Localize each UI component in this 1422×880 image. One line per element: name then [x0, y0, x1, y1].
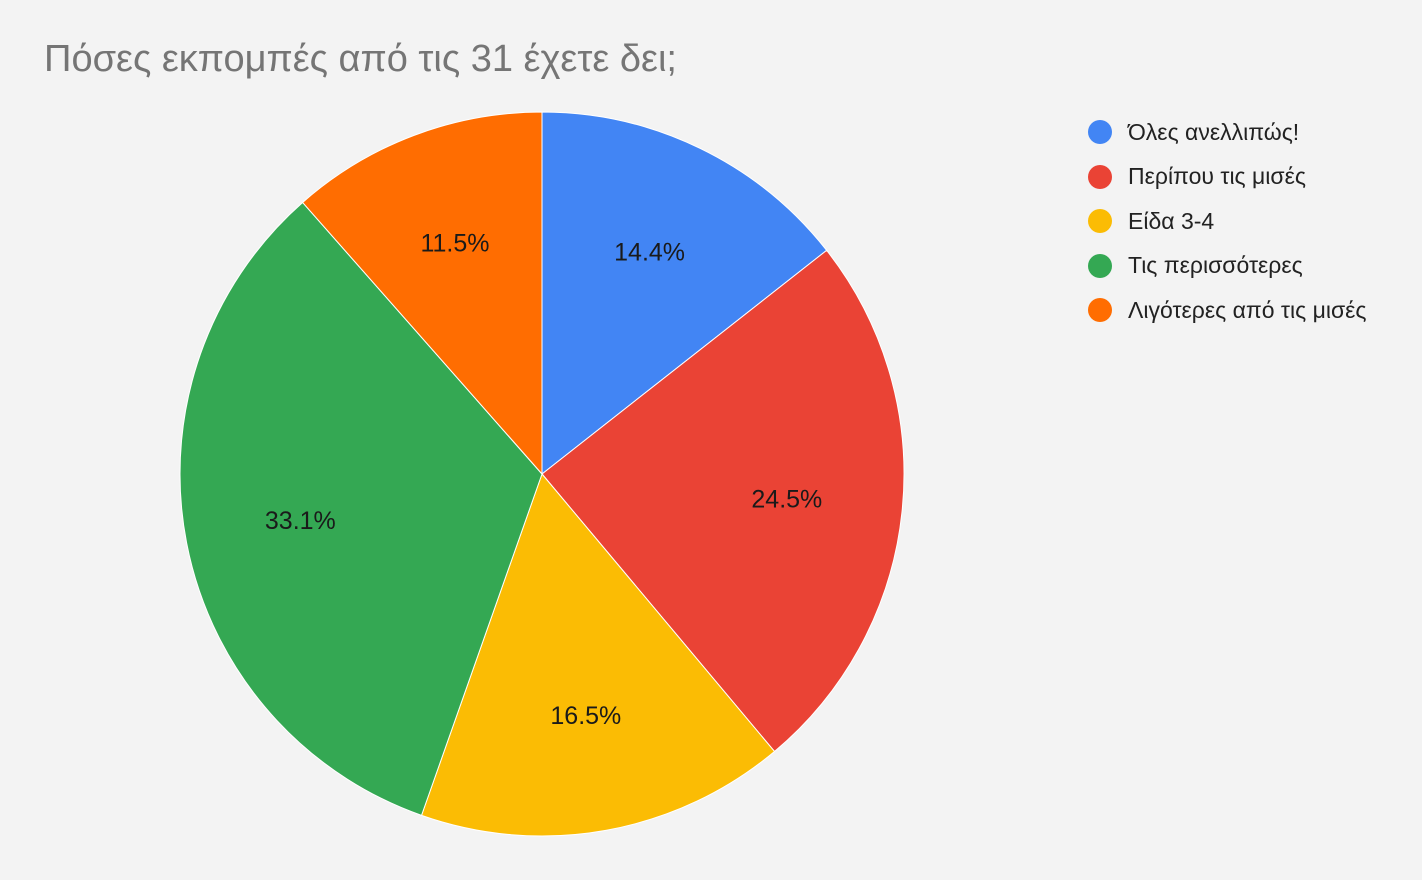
- legend-swatch-0: [1088, 120, 1112, 145]
- pie-slice[interactable]: [541, 111, 828, 476]
- slice-label: 33.1%: [265, 507, 336, 535]
- legend-swatch-1: [1088, 164, 1112, 189]
- legend-swatch-2: [1088, 209, 1112, 234]
- legend-label: Λιγότερες από τις μισές: [1128, 296, 1367, 323]
- legend-item[interactable]: Όλες ανελλιπώς!: [1088, 110, 1367, 155]
- legend-item[interactable]: Λιγότερες από τις μισές: [1088, 288, 1367, 333]
- legend-label: Όλες ανελλιπώς!: [1128, 118, 1300, 145]
- chart-title: Πόσες εκπομπές από τις 31 έχετε δει;: [44, 38, 677, 80]
- slice-label: 14.4%: [614, 239, 685, 267]
- pie-slice[interactable]: [541, 249, 905, 753]
- legend-item[interactable]: Περίπου τις μισές: [1088, 155, 1367, 200]
- slice-label: 24.5%: [751, 485, 822, 513]
- legend-label: Τις περισσότερες: [1128, 252, 1303, 279]
- pie-slice[interactable]: [179, 201, 543, 817]
- legend-swatch-3: [1088, 253, 1112, 278]
- legend-swatch-4: [1088, 298, 1112, 323]
- legend-item[interactable]: Είδα 3-4: [1088, 199, 1367, 244]
- chart-legend: Όλες ανελλιπώς! Περίπου τις μισές Είδα 3…: [1088, 110, 1367, 333]
- pie-labels: 14.4% 24.5% 16.5% 33.1% 11.5%: [265, 230, 822, 730]
- legend-item[interactable]: Τις περισσότερες: [1088, 244, 1367, 289]
- pie-slice[interactable]: [420, 473, 776, 837]
- pie-slices: [179, 111, 905, 837]
- legend-label: Περίπου τις μισές: [1128, 163, 1306, 190]
- slice-label: 16.5%: [550, 702, 621, 730]
- pie-slice[interactable]: [301, 111, 543, 476]
- slice-label: 11.5%: [420, 230, 489, 258]
- legend-label: Είδα 3-4: [1128, 207, 1215, 234]
